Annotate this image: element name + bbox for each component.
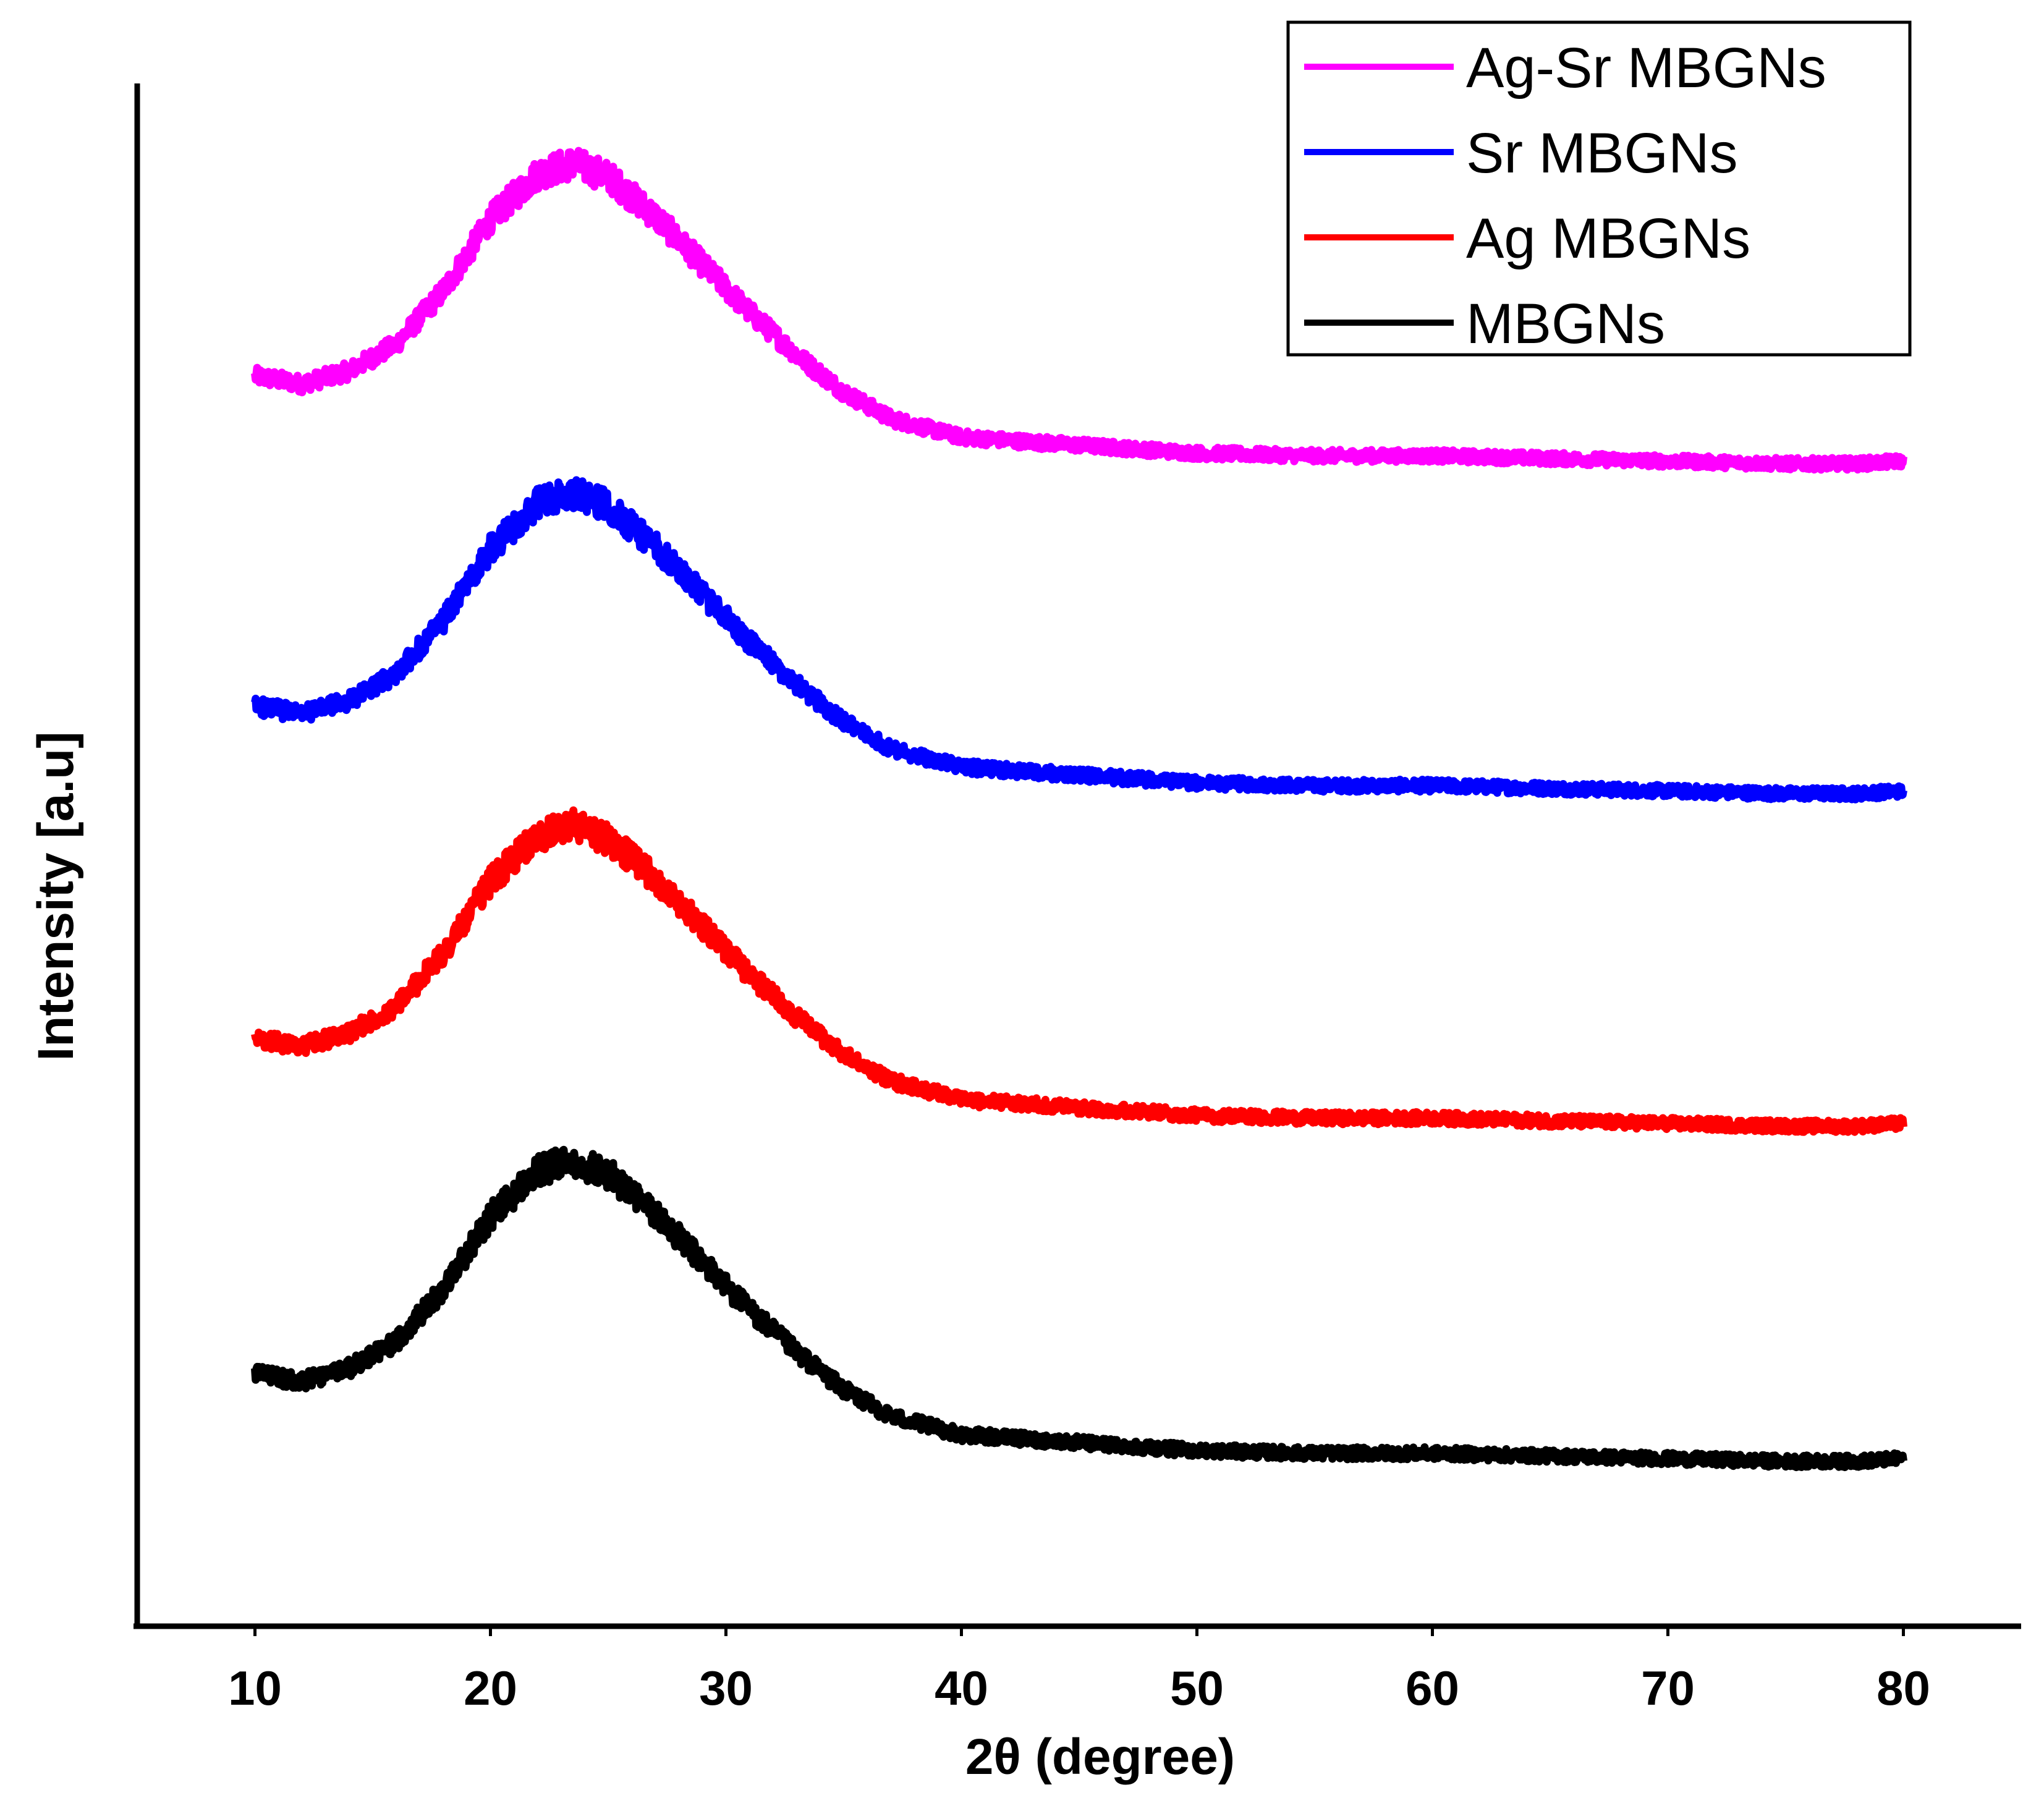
x-tick-label-20: 20 — [464, 1661, 517, 1715]
x-tick-layer: 10 20 30 40 50 60 70 80 — [228, 1626, 1930, 1715]
legend-label-mbgns: MBGNs — [1466, 292, 1665, 355]
x-tick-label-40: 40 — [935, 1661, 988, 1715]
x-tick-label-50: 50 — [1170, 1661, 1224, 1715]
legend-label-ag-mbgns: Ag MBGNs — [1466, 207, 1750, 270]
legend-items: Ag-Sr MBGNs Sr MBGNs Ag MBGNs MBGNs — [1304, 36, 1826, 355]
x-axis-title: 2θ (degree) — [965, 1729, 1235, 1785]
x-tick-label-80: 80 — [1876, 1661, 1930, 1715]
series-line-ag-mbgns — [251, 806, 1907, 1136]
series-line-mbgns — [251, 1145, 1907, 1472]
y-axis-title: Intensity [a.u] — [28, 731, 84, 1061]
x-tick-label-30: 30 — [699, 1661, 753, 1715]
x-tick-label-10: 10 — [228, 1661, 282, 1715]
legend-box — [1286, 20, 1912, 357]
series-line-sr-mbgns — [251, 476, 1907, 804]
legend-label-ag-sr-mbgns: Ag-Sr MBGNs — [1466, 36, 1826, 100]
x-tick-label-70: 70 — [1641, 1661, 1695, 1715]
x-tick-label-60: 60 — [1406, 1661, 1459, 1715]
series-line-ag-sr-mbgns — [251, 146, 1907, 474]
legend-label-sr-mbgns: Sr MBGNs — [1466, 122, 1738, 185]
series-layer — [251, 146, 1907, 1472]
legend: Ag-Sr MBGNs Sr MBGNs Ag MBGNs MBGNs — [1286, 20, 1912, 357]
